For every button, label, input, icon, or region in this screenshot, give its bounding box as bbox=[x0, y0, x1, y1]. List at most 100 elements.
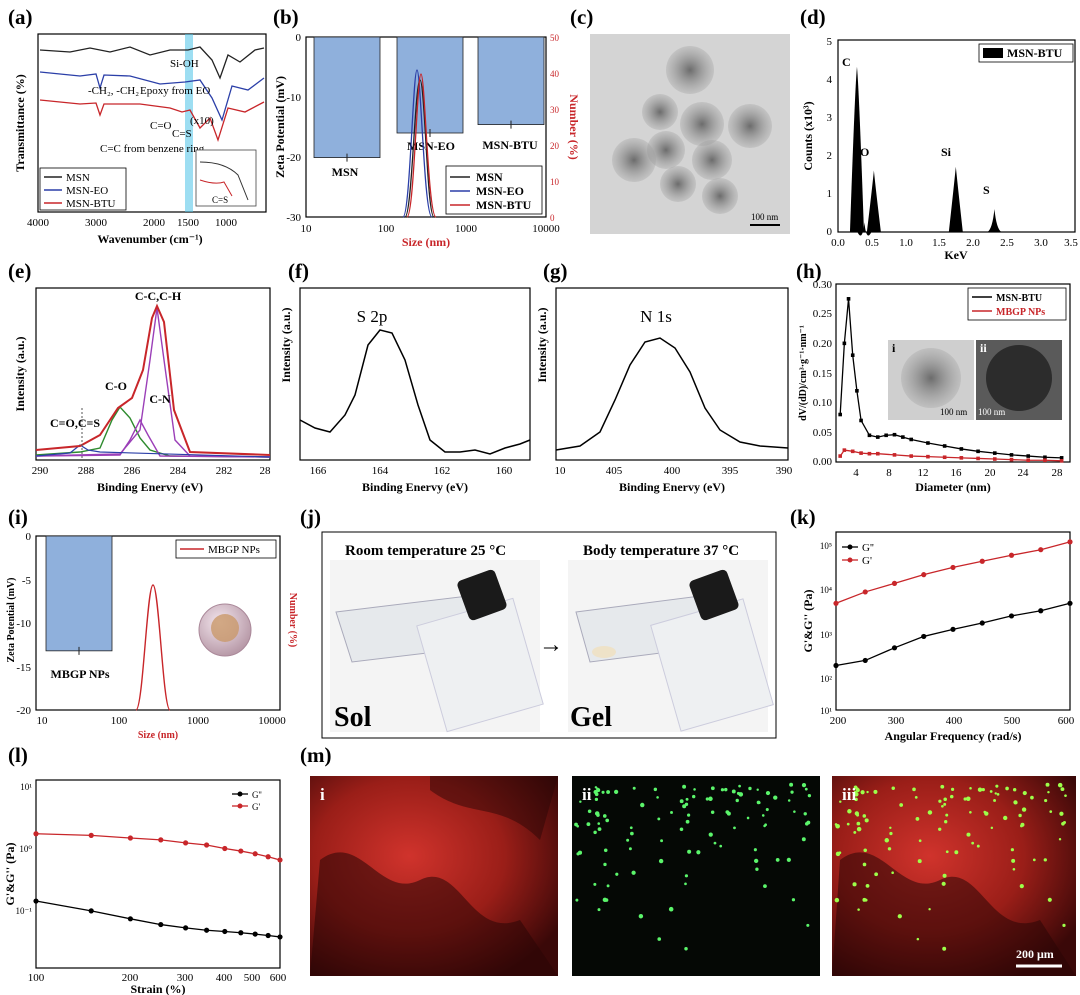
panel-label-c: (c) bbox=[570, 5, 593, 29]
panel-f: (f) S 2p 166 164 162 160 Binding Enervy … bbox=[279, 259, 531, 494]
legend-box-b bbox=[445, 165, 543, 215]
xtick-a: 4000 bbox=[27, 217, 50, 229]
ytick-h: 0.00 bbox=[813, 456, 833, 468]
fluor-dot bbox=[887, 847, 892, 851]
panel-a: (a) Si-OH -CH₂, -CH₂ Epoxy from EO C=O C… bbox=[8, 5, 267, 246]
fluor-dot bbox=[579, 800, 582, 803]
fluor-dot bbox=[692, 794, 696, 799]
ann-sioh: Si-OH bbox=[170, 58, 199, 70]
fluor-dot bbox=[1049, 810, 1053, 813]
fluor-dot bbox=[1064, 794, 1067, 797]
fluor-dot bbox=[897, 914, 902, 919]
panel-j: (j) Room temperature 25 °C Body temperat… bbox=[300, 505, 777, 739]
fluor-dot bbox=[719, 844, 723, 848]
ytick-right-b: 30 bbox=[550, 105, 560, 115]
xtick-h: 8 bbox=[886, 467, 892, 479]
legend-h-mbgp: MBGP NPs bbox=[996, 307, 1045, 318]
pore-marker bbox=[842, 341, 847, 346]
ylabel-k: G'&G'' (Pa) bbox=[801, 590, 815, 653]
inset-h-i-label: i bbox=[892, 341, 896, 355]
fluor-dot bbox=[605, 818, 610, 823]
fluor-dot bbox=[1012, 867, 1016, 871]
fluor-dot bbox=[763, 884, 767, 889]
fluor-dot bbox=[1020, 824, 1023, 828]
xtick-e: 286 bbox=[124, 465, 141, 477]
ytick-h: 0.10 bbox=[813, 397, 833, 409]
strain-marker bbox=[183, 840, 189, 846]
eds-peak bbox=[948, 166, 963, 232]
label-gel: Gel bbox=[570, 702, 612, 733]
fluor-dot bbox=[801, 782, 807, 788]
pore-marker bbox=[867, 433, 872, 438]
ylabel-b: Zeta Potential (mV) bbox=[273, 76, 287, 178]
ylabel-d: Counts (x10³) bbox=[801, 101, 815, 170]
fluor-dot bbox=[775, 858, 780, 862]
fluor-dot bbox=[1044, 798, 1048, 803]
pore-marker bbox=[859, 451, 863, 455]
xtick-e: 28 bbox=[260, 465, 272, 477]
xtick-i: 100 bbox=[111, 715, 128, 727]
fluor-dot bbox=[884, 838, 890, 843]
fluor-dot bbox=[596, 813, 600, 817]
title-f: S 2p bbox=[357, 307, 388, 326]
fluor-dot bbox=[765, 790, 771, 796]
legend-msn-btu: MSN-BTU bbox=[66, 198, 116, 210]
fluor-dot bbox=[1011, 858, 1016, 863]
peak-label-cn: C-N bbox=[149, 392, 171, 406]
panel-label-i: (i) bbox=[8, 505, 28, 529]
xtick-f: 160 bbox=[496, 465, 513, 477]
xtick-i: 10 bbox=[37, 715, 49, 727]
eds-peak bbox=[849, 66, 864, 232]
pore-marker bbox=[926, 454, 930, 459]
fluor-dot bbox=[684, 874, 689, 878]
xtick-l: 500 bbox=[244, 972, 261, 984]
panel-i: (i) MBGP NPs MBGP NPs 0 -5 -10 -15 -20 1… bbox=[6, 505, 298, 741]
xtick-l: 300 bbox=[177, 972, 194, 984]
bars-b bbox=[313, 36, 545, 162]
fluor-dot bbox=[726, 811, 731, 816]
inset-h-ii-scalebar: 100 nm bbox=[978, 407, 1005, 417]
fluor-dot bbox=[708, 796, 713, 802]
strain-marker bbox=[204, 842, 210, 848]
fluor-dot bbox=[803, 812, 807, 816]
ytick-d: 2 bbox=[827, 150, 833, 162]
modulus-marker bbox=[1008, 552, 1015, 558]
fluor-dot bbox=[834, 823, 838, 826]
xtick-a: 3000 bbox=[85, 217, 108, 229]
fluor-dot bbox=[708, 832, 713, 837]
inset-h-i-particle bbox=[901, 348, 961, 408]
fluor-dot bbox=[613, 789, 619, 795]
ylabel-f: Intensity (a.u.) bbox=[279, 307, 293, 382]
fluor-dot bbox=[761, 814, 765, 817]
vial-left bbox=[335, 569, 544, 733]
xlabel-a: Wavenumber (cm⁻¹) bbox=[97, 232, 202, 246]
axes-frame-f bbox=[299, 287, 531, 461]
legend-box-i bbox=[175, 539, 277, 559]
panel-label-e: (e) bbox=[8, 259, 31, 283]
strain-marker bbox=[127, 916, 133, 922]
fluor-dot bbox=[966, 832, 971, 837]
xtick-k: 300 bbox=[888, 715, 905, 727]
ytick-k: 10¹ bbox=[820, 706, 832, 716]
ytick-right-b: 40 bbox=[550, 69, 560, 79]
fluor-dot bbox=[862, 814, 867, 818]
inset-line-a bbox=[199, 161, 249, 201]
modulus-marker bbox=[891, 580, 898, 586]
fluor-dot bbox=[949, 794, 954, 799]
pore-marker bbox=[859, 418, 863, 423]
ylabel-a: Transmittance (%) bbox=[13, 74, 27, 171]
pore-marker bbox=[942, 455, 947, 460]
ytick-d: 5 bbox=[827, 36, 833, 48]
fluor-dot bbox=[640, 802, 645, 808]
panel-label-j: (j) bbox=[300, 505, 321, 529]
zeta-bar bbox=[313, 36, 381, 158]
legend-msn-eo: MSN-EO bbox=[66, 185, 108, 197]
fluor-dot bbox=[791, 898, 796, 902]
legend-k-gpp: G'' bbox=[862, 542, 874, 554]
modulus-marker bbox=[833, 662, 839, 669]
panel-e: (e) C-C,C-H C-O C-N C=O,C=S 290 288 286 … bbox=[8, 259, 271, 494]
modulus-marker bbox=[921, 633, 927, 640]
xtick-e: 288 bbox=[78, 465, 95, 477]
fluor-dot bbox=[807, 794, 812, 798]
legend-box-h bbox=[967, 287, 1067, 321]
